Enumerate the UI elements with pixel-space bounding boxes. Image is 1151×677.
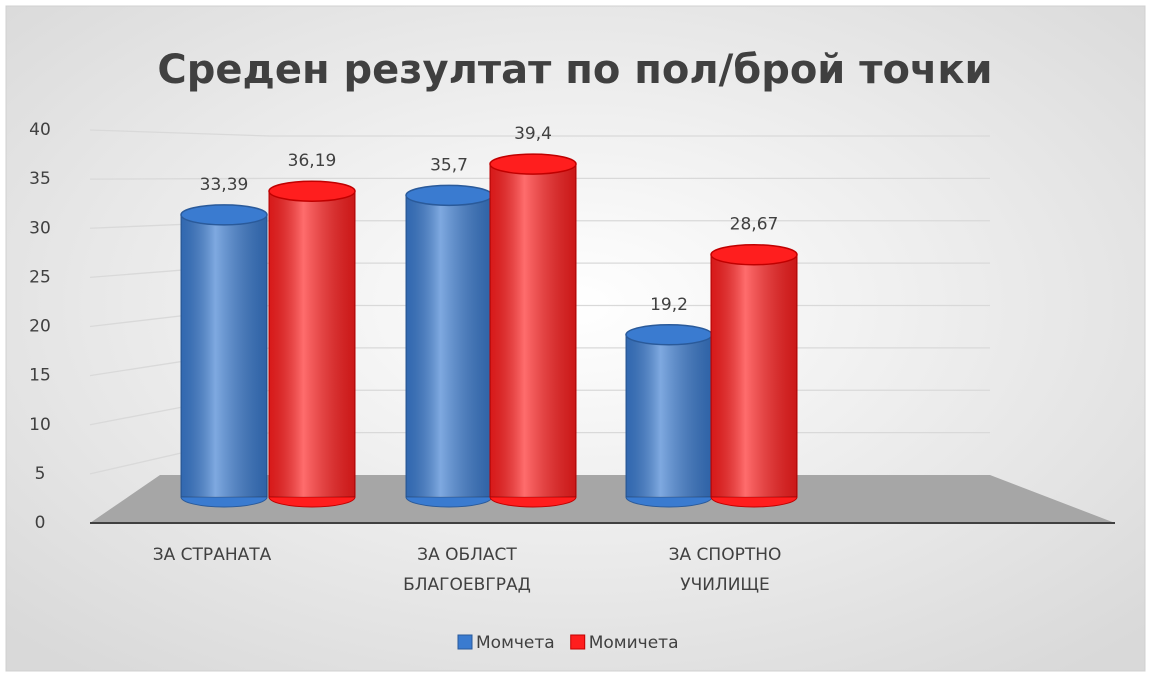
cylinder-top [405, 184, 493, 207]
chart-title: Среден резултат по пол/брой точки [157, 47, 992, 93]
y-tick-label: 35 [29, 169, 51, 189]
data-label: 33,39 [200, 175, 249, 195]
cylinder-top [625, 324, 713, 346]
grid-line [89, 129, 990, 137]
data-label: 39,4 [514, 124, 552, 144]
x-tick-label: ЗА СПОРТНО УЧИЛИЩЕ [668, 545, 782, 595]
legend-label: Момичета [589, 633, 679, 653]
cylinder-top [180, 204, 268, 226]
y-tick-label: 20 [29, 317, 51, 337]
cylinder-shade [406, 195, 492, 497]
data-label: 35,7 [430, 155, 468, 175]
x-tick-label: ЗА ОБЛАСТ БЛАГОЕВГРАД [403, 545, 531, 595]
y-tick-label: 25 [29, 267, 51, 287]
grid-line [89, 177, 990, 180]
y-tick-label: 10 [29, 415, 51, 435]
data-label: 28,67 [730, 215, 779, 235]
cylinder-top [489, 153, 577, 175]
y-tick-label: 30 [29, 218, 51, 238]
y-tick-label: 0 [35, 513, 46, 533]
y-tick-label: 15 [29, 366, 51, 386]
legend-label: Момчета [476, 633, 555, 653]
y-tick-label: 5 [35, 464, 46, 484]
legend-swatch [570, 634, 586, 650]
cylinder-top [268, 180, 356, 202]
data-label: 36,19 [288, 151, 337, 171]
cylinder-shade [269, 191, 355, 497]
data-label: 19,2 [650, 295, 688, 315]
cylinder-shade [490, 164, 576, 497]
cylinder-shade [181, 214, 267, 498]
x-tick-label: ЗА СТРАНАТА [152, 545, 272, 565]
cylinder-top [710, 243, 798, 266]
cylinder-shade [626, 334, 712, 497]
y-tick-label: 40 [29, 120, 51, 140]
cylinder-shade [711, 254, 797, 497]
legend-swatch [457, 634, 473, 650]
